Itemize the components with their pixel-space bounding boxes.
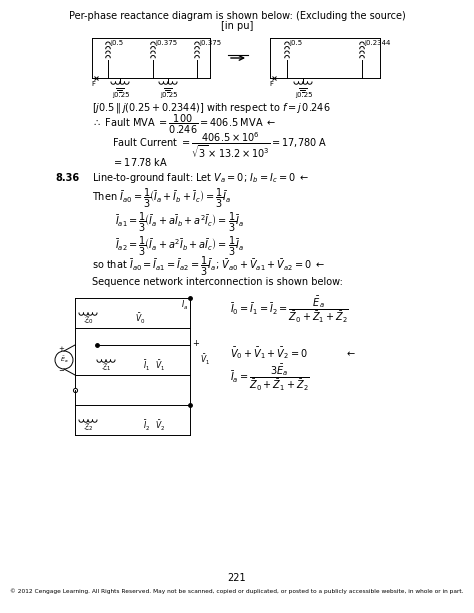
Text: +: + [58,346,64,352]
Text: $\bar{I}_{a1}=\dfrac{1}{3}\!\left(\bar{I}_a+a\bar{I}_b+a^2\bar{I}_c\right)=\dfra: $\bar{I}_{a1}=\dfrac{1}{3}\!\left(\bar{I… [115,210,244,234]
Text: 221: 221 [228,573,246,583]
Text: 8.36: 8.36 [55,173,79,183]
Text: © 2012 Cengage Learning. All Rights Reserved. May not be scanned, copied or dupl: © 2012 Cengage Learning. All Rights Rese… [10,588,464,594]
Text: j0.5: j0.5 [110,40,123,46]
Text: $\bar{V}_1$: $\bar{V}_1$ [200,353,210,367]
Text: $\bar{I}_2$: $\bar{I}_2$ [143,419,150,433]
Text: j0.25: j0.25 [112,92,130,98]
Text: $\left[j0.5\,\|\,j(0.25+0.2344)\right]$ with respect to $f = j\,0.246$: $\left[j0.5\,\|\,j(0.25+0.2344)\right]$ … [92,101,331,115]
Text: j0.25: j0.25 [160,92,178,98]
Text: $\bar{V}_2$: $\bar{V}_2$ [155,419,165,433]
Text: Fault Current $=\dfrac{406.5\times10^6}{\sqrt{3}\times13.2\times10^3}=17{,}780\;: Fault Current $=\dfrac{406.5\times10^6}{… [112,131,327,160]
Text: $\bar{I}_0=\bar{I}_1=\bar{I}_2=\dfrac{\bar{E}_a}{\bar{Z}_0+\bar{Z}_1+\bar{Z}_2}$: $\bar{I}_0=\bar{I}_1=\bar{I}_2=\dfrac{\b… [230,295,349,326]
Text: $\bar{I}_a=\dfrac{3\bar{E}_a}{\bar{Z}_0+\bar{Z}_1+\bar{Z}_2}$: $\bar{I}_a=\dfrac{3\bar{E}_a}{\bar{Z}_0+… [230,363,310,394]
Text: $=17.78\;\mathrm{kA}$: $=17.78\;\mathrm{kA}$ [112,156,168,168]
Text: $\bar{I}_a$: $\bar{I}_a$ [182,298,189,312]
Text: so that $\bar{I}_{a0}=\bar{I}_{a1}=\bar{I}_{a2}=\dfrac{1}{3}\bar{I}_a$; $\bar{V}: so that $\bar{I}_{a0}=\bar{I}_{a1}=\bar{… [92,254,325,278]
Text: $\bar{V}_0+\bar{V}_1+\bar{V}_2=0$: $\bar{V}_0+\bar{V}_1+\bar{V}_2=0$ [230,345,308,361]
Text: $\mathcal{Z}_2$: $\mathcal{Z}_2$ [82,421,93,433]
Text: j0.5: j0.5 [289,40,302,46]
Text: j0.2344: j0.2344 [364,40,391,46]
Text: Sequence network interconnection is shown below:: Sequence network interconnection is show… [92,277,343,287]
Text: $\mathcal{Z}_0$: $\mathcal{Z}_0$ [82,314,93,326]
Text: j0.375: j0.375 [155,40,177,46]
Text: F: F [91,81,95,87]
Text: $\bar{V}_1$: $\bar{V}_1$ [155,359,165,373]
Text: j0.375: j0.375 [199,40,221,46]
Text: $\bar{E}_a$: $\bar{E}_a$ [60,355,68,365]
Text: [in pu]: [in pu] [221,21,253,31]
Text: $\therefore\;$Fault MVA $=\dfrac{100}{0.246}=406.5\;\mathrm{MVA}\;\leftarrow$: $\therefore\;$Fault MVA $=\dfrac{100}{0.… [92,112,276,135]
Text: $\bar{V}_0$: $\bar{V}_0$ [135,312,145,326]
Text: $\mathcal{Z}_1$: $\mathcal{Z}_1$ [100,361,111,373]
Text: +: + [192,338,199,348]
Text: F: F [269,81,273,87]
Text: j0.25: j0.25 [295,92,313,98]
Text: $\leftarrow$: $\leftarrow$ [345,348,356,358]
Text: Line-to-ground fault: Let $V_a=0;\,I_b=I_c=0\;\leftarrow$: Line-to-ground fault: Let $V_a=0;\,I_b=I… [92,171,309,185]
Text: $\bar{I}_{a2}=\dfrac{1}{3}\!\left(\bar{I}_a+a^2\bar{I}_b+a\bar{I}_c\right)=\dfra: $\bar{I}_{a2}=\dfrac{1}{3}\!\left(\bar{I… [115,235,244,257]
Text: Per-phase reactance diagram is shown below: (Excluding the source): Per-phase reactance diagram is shown bel… [69,11,405,21]
Text: −: − [58,368,64,374]
Text: Then $\bar{I}_{a0}=\dfrac{1}{3}\!\left(\bar{I}_a+\bar{I}_b+\bar{I}_c\right)=\dfr: Then $\bar{I}_{a0}=\dfrac{1}{3}\!\left(\… [92,186,231,210]
Text: $\bar{I}_1$: $\bar{I}_1$ [143,359,150,373]
